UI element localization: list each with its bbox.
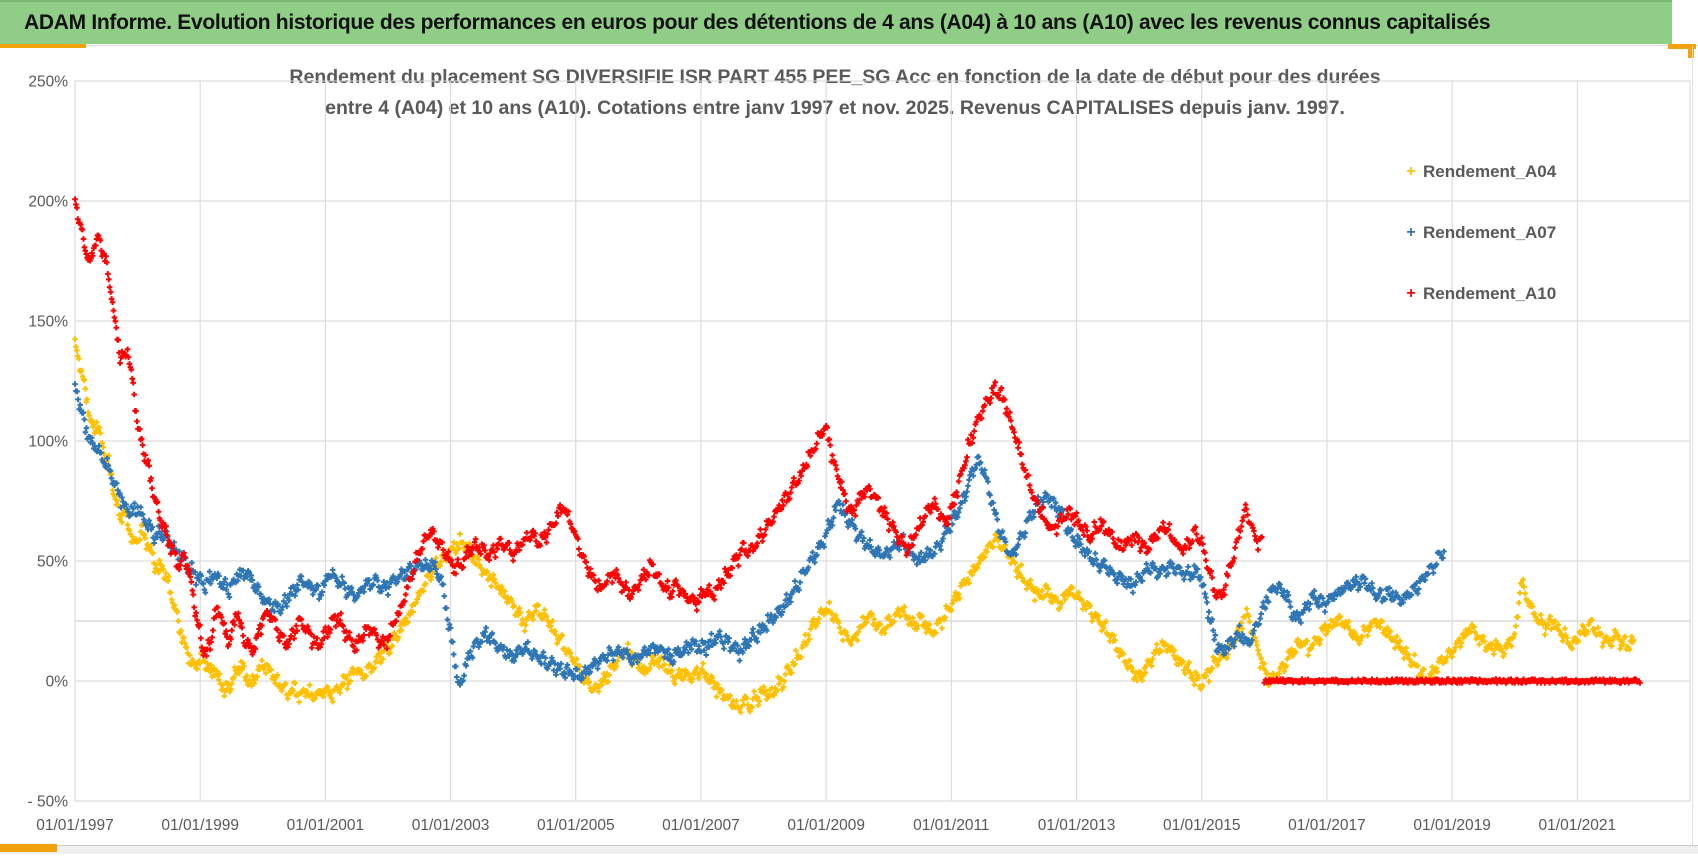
y-tick-label: 200% [28,194,68,211]
y-tick-label: 150% [28,314,68,331]
y-tick-label: 250% [28,74,68,91]
y-tick-label: - 50% [28,794,69,811]
x-tick-label: 01/01/2007 [662,817,740,834]
selection-border-corner-h [1668,44,1696,49]
horizontal-scrollbar[interactable] [0,845,1698,854]
x-tick-label: 01/01/2001 [287,817,365,834]
x-tick-label: 01/01/1997 [36,817,114,834]
x-tick-label: 01/01/2009 [787,817,865,834]
x-tick-label: 01/01/2003 [412,817,490,834]
legend-label: Rendement_A04 [1423,162,1557,181]
x-tick-label: 01/01/2013 [1038,817,1116,834]
plot-border [74,80,1691,802]
legend-label: Rendement_A07 [1423,223,1557,242]
legend-label: Rendement_A10 [1423,284,1557,303]
x-tick-label: 01/01/2015 [1163,817,1241,834]
chart-area[interactable]: Rendement du placement SG DIVERSIFIE ISR… [0,46,1698,843]
legend-item-rendement_a04[interactable]: + Rendement_A04 [1403,162,1556,182]
banner-text: ADAM Informe. Evolution historique des p… [24,11,1491,34]
legend-marker-icon: + [1406,224,1416,241]
legend-marker-icon: + [1406,163,1416,180]
window-right-edge [1692,46,1693,845]
x-tick-label: 01/01/2021 [1539,817,1617,834]
banner-divider [0,45,1698,46]
x-tick-label: 01/01/2019 [1413,817,1491,834]
chart-title-line2[interactable]: entre 4 (A04) et 10 ans (A10). Cotations… [325,97,1345,119]
x-tick-label: 01/01/2011 [913,817,989,834]
sheet-title-banner: ADAM Informe. Evolution historique des p… [0,0,1672,44]
legend-marker-icon: + [1406,285,1416,302]
x-tick-label: 01/01/2017 [1288,817,1366,834]
legend-item-rendement_a10[interactable]: + Rendement_A10 [1403,284,1556,304]
y-tick-label: 100% [28,434,68,451]
selection-border-top-left [0,44,86,48]
legend-item-rendement_a07[interactable]: + Rendement_A07 [1403,223,1556,243]
scrollbar-thumb[interactable] [0,844,57,852]
performance-chart-svg: Rendement du placement SG DIVERSIFIE ISR… [28,66,1691,834]
series-points-rendement_a10[interactable] [72,196,1643,686]
chart-title-line1[interactable]: Rendement du placement SG DIVERSIFIE ISR… [289,66,1380,88]
selection-border-corner-v [1688,44,1694,58]
y-tick-label: 0% [46,674,69,691]
x-tick-label: 01/01/1999 [161,817,239,834]
x-tick-label: 01/01/2005 [537,817,615,834]
series-points-rendement_a07[interactable] [72,381,1447,688]
y-tick-label: 50% [37,554,68,571]
